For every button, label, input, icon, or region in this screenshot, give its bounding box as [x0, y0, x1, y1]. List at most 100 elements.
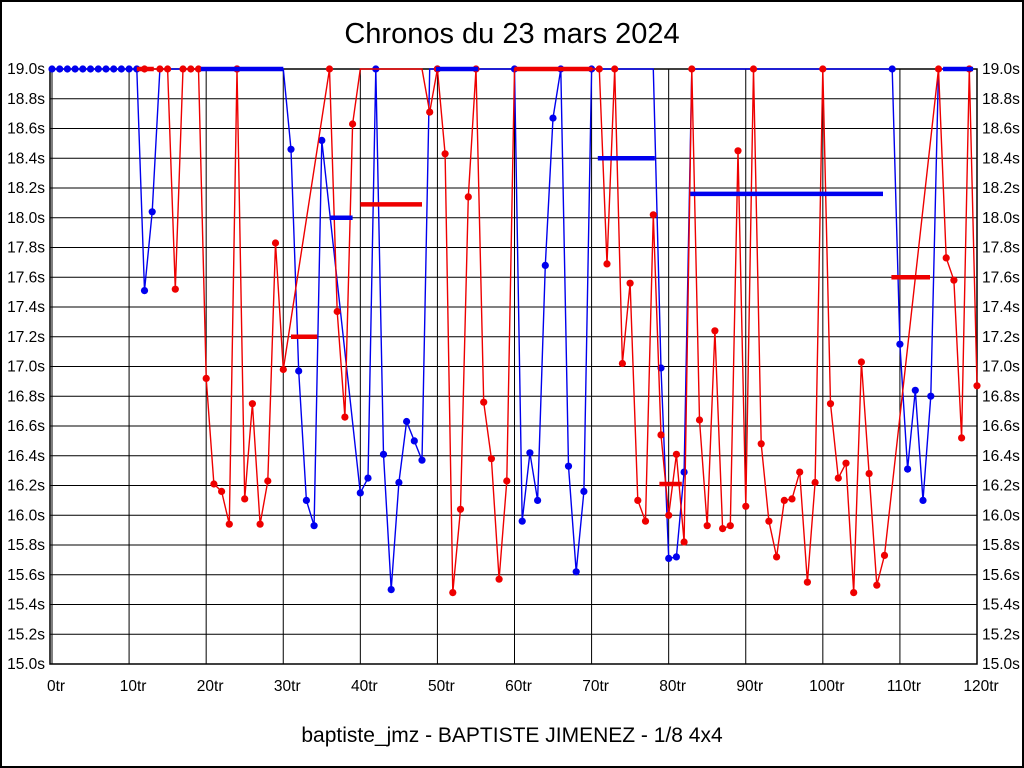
pilote-bleu-point: [110, 65, 118, 73]
pilote-rouge-point: [749, 65, 758, 73]
y-axis-label-right: 17.6s: [982, 269, 1020, 286]
x-axis-label: 120tr: [963, 678, 998, 695]
pilote-rouge-point: [765, 517, 773, 525]
pilote-rouge-point: [649, 211, 657, 219]
y-axis-label-left: 16.2s: [7, 478, 45, 495]
pilote-rouge-point: [218, 487, 226, 495]
pilote-rouge-point: [780, 496, 788, 504]
y-axis-label-right: 18.4s: [982, 150, 1020, 167]
pilote-rouge-point: [857, 358, 866, 366]
y-axis-label-left: 17.8s: [7, 240, 45, 257]
x-axis-label: 50tr: [428, 678, 455, 695]
pilote-rouge-point: [672, 450, 681, 458]
pilote-rouge-point: [950, 276, 958, 284]
pilote-rouge-point: [164, 65, 172, 73]
y-axis-label-right: 16.0s: [982, 507, 1020, 524]
y-axis-label-left: 16.0s: [7, 507, 45, 524]
pilote-bleu-point: [310, 522, 318, 530]
pilote-rouge-point: [757, 440, 765, 448]
pilote-bleu-point: [572, 568, 580, 576]
pilote-rouge-point: [819, 65, 827, 73]
pilote-rouge-point: [464, 193, 472, 201]
pilote-rouge-point: [688, 65, 696, 73]
pilote-rouge-point: [742, 502, 750, 510]
y-axis-label-right: 16.8s: [982, 388, 1020, 405]
pilote-rouge-point: [618, 359, 627, 368]
y-axis-label-left: 15.6s: [7, 567, 45, 584]
pilote-rouge-point: [480, 398, 488, 406]
y-axis-label-left: 15.0s: [7, 656, 45, 673]
pilote-bleu-point: [564, 462, 573, 470]
pilote-rouge-point: [865, 470, 873, 478]
pilote-bleu-point: [364, 474, 372, 482]
pilote-rouge-point: [850, 589, 858, 597]
pilote-rouge-point: [842, 459, 850, 467]
pilote-rouge-point: [788, 495, 796, 503]
pilote-rouge-point: [487, 455, 495, 463]
pilote-rouge-point: [934, 65, 943, 73]
y-axis-label-right: 15.4s: [982, 597, 1020, 614]
pilote-bleu-point: [287, 145, 295, 153]
pilote-rouge-point: [719, 525, 727, 533]
y-axis-label-left: 17.0s: [7, 359, 45, 376]
pilote-bleu-point: [395, 478, 403, 487]
pilote-bleu-point: [295, 367, 303, 375]
x-axis-label: 70tr: [582, 678, 609, 695]
y-axis-label-left: 18.0s: [7, 210, 45, 227]
pilote-bleu-point: [888, 65, 896, 73]
pilote-rouge-line: [144, 68, 978, 593]
pilote-bleu-point: [580, 487, 588, 495]
pilote-rouge-point: [426, 108, 434, 116]
pilote-bleu-point: [117, 65, 125, 73]
pilote-rouge-point: [734, 147, 742, 155]
pilote-rouge-point: [726, 522, 734, 530]
pilote-rouge-point: [711, 327, 719, 335]
y-axis-label-right: 18.6s: [982, 121, 1020, 138]
y-axis-label-right: 18.8s: [982, 91, 1020, 108]
y-axis-label-right: 17.0s: [982, 359, 1020, 376]
y-axis-label-right: 18.2s: [982, 180, 1020, 197]
y-axis-label-right: 16.4s: [982, 448, 1020, 465]
chart-caption: baptiste_jmz - BAPTISTE JIMENEZ - 1/8 4x…: [301, 724, 723, 747]
pilote-rouge-point: [942, 254, 950, 262]
pilote-rouge-point: [773, 553, 781, 561]
pilote-rouge-point: [695, 416, 704, 424]
y-axis-label-left: 18.2s: [7, 180, 45, 197]
y-axis-label-right: 16.6s: [982, 418, 1020, 435]
pilote-bleu-point: [526, 449, 534, 457]
y-axis-label-right: 17.4s: [982, 299, 1020, 316]
pilote-bleu-point: [919, 496, 927, 504]
pilote-rouge-point: [156, 65, 164, 73]
pilote-rouge-point: [333, 307, 341, 316]
pilote-rouge-point: [611, 65, 619, 73]
pilote-rouge-point: [503, 477, 511, 485]
pilote-rouge-point: [880, 551, 889, 560]
pilote-rouge-point: [264, 477, 272, 485]
pilote-rouge-point: [248, 400, 256, 408]
pilote-bleu-point: [71, 65, 79, 73]
pilote-bleu-point: [379, 450, 388, 458]
pilote-rouge-point: [325, 65, 334, 73]
x-axis-label: 110tr: [887, 678, 921, 695]
pilote-bleu-point: [356, 489, 364, 497]
y-axis-label-left: 15.4s: [7, 597, 45, 614]
x-axis-label: 90tr: [736, 678, 763, 695]
pilote-rouge-point: [341, 413, 349, 421]
pilote-bleu-point: [102, 65, 110, 73]
y-axis-label-left: 18.4s: [7, 150, 45, 167]
x-axis-label: 100tr: [809, 678, 844, 695]
y-axis-label-left: 19.0s: [7, 61, 45, 78]
y-axis-label-left: 16.4s: [7, 448, 45, 465]
pilote-rouge-point: [187, 65, 195, 73]
x-axis-label: 40tr: [351, 678, 378, 695]
y-axis-label-left: 16.6s: [7, 418, 45, 435]
pilote-bleu-point: [534, 496, 542, 504]
pilote-bleu-point: [125, 65, 133, 73]
pilote-rouge-point: [834, 474, 842, 482]
pilote-bleu-point: [56, 65, 64, 73]
y-axis-label-right: 19.0s: [982, 61, 1020, 78]
pilote-rouge-point: [826, 400, 835, 408]
pilote-bleu-point: [48, 65, 56, 73]
